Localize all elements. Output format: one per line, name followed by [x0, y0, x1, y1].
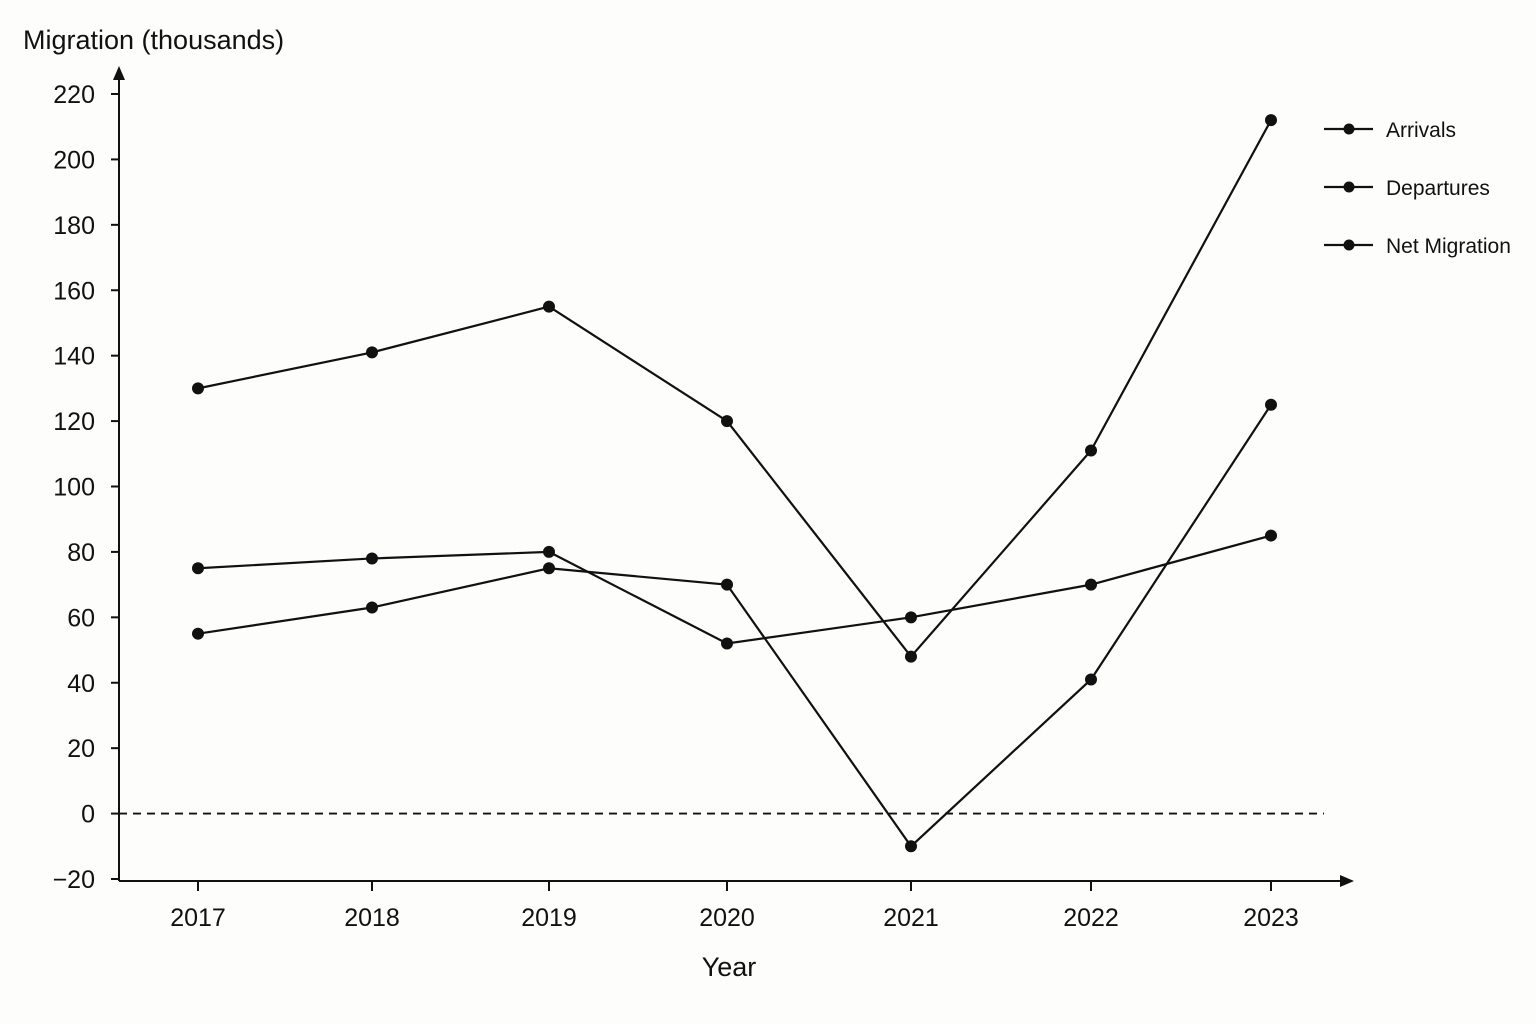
series-line-net-migration — [197, 534, 1272, 645]
series-net-migration — [192, 529, 1277, 650]
x-tick-label: 2017 — [170, 904, 226, 932]
y-ticks: −20 0 20 40 60 80 100 120 140 160 180 200 220 — [53, 81, 119, 894]
legend-marker — [1343, 123, 1355, 135]
x-tick-label: 2020 — [699, 904, 755, 932]
y-tick-label: 180 — [53, 212, 95, 240]
y-tick-label: 0 — [81, 801, 95, 829]
data-point-arrivals — [192, 382, 204, 395]
data-point-net-migration — [905, 611, 917, 624]
y-tick-label: 220 — [53, 81, 95, 109]
y-axis-title: Migration (thousands) — [23, 25, 284, 55]
legend-label: Arrivals — [1386, 119, 1456, 142]
data-point-arrivals — [366, 346, 378, 359]
legend-item: Arrivals — [1324, 119, 1456, 142]
legend-item: Net Migration — [1324, 235, 1511, 258]
data-point-departures — [721, 578, 733, 591]
y-tick-label: 60 — [67, 604, 95, 632]
data-point-departures — [543, 562, 555, 575]
data-point-arrivals — [721, 415, 733, 428]
y-tick-label: 100 — [53, 474, 95, 502]
x-tick-label: 2022 — [1063, 904, 1119, 932]
series-departures — [192, 398, 1277, 853]
y-tick-label: 80 — [67, 539, 95, 567]
data-point-arrivals — [1265, 114, 1277, 127]
legend: Arrivals Departures Net Migration — [1324, 119, 1511, 258]
data-point-departures — [1085, 673, 1097, 686]
y-tick-label: 120 — [53, 408, 95, 436]
series-line-arrivals — [197, 119, 1272, 659]
data-point-departures — [905, 840, 917, 853]
series-line-departures — [197, 404, 1272, 848]
y-tick-label: 200 — [53, 146, 95, 174]
y-tick-label: 20 — [67, 735, 95, 763]
series-arrivals — [192, 114, 1277, 663]
x-axis-title: Year — [702, 952, 757, 982]
data-point-departures — [192, 627, 204, 640]
legend-marker — [1343, 239, 1355, 251]
y-tick-label: 140 — [53, 343, 95, 371]
data-point-net-migration — [1085, 578, 1097, 591]
data-point-arrivals — [1085, 444, 1097, 457]
data-point-net-migration — [366, 552, 378, 565]
x-tick-label: 2023 — [1243, 904, 1299, 932]
legend-label: Departures — [1386, 177, 1490, 200]
y-axis-arrowhead — [113, 66, 125, 80]
y-tick-label: −20 — [53, 866, 95, 894]
data-point-net-migration — [1265, 529, 1277, 542]
data-point-departures — [1265, 398, 1277, 411]
legend-marker — [1343, 181, 1355, 193]
x-tick-label: 2018 — [344, 904, 400, 932]
data-point-departures — [366, 601, 378, 614]
legend-label: Net Migration — [1386, 235, 1511, 258]
x-ticks: 2017 2018 2019 2020 2021 2022 2023 — [170, 881, 1299, 932]
legend-item: Departures — [1324, 177, 1490, 200]
data-point-net-migration — [192, 562, 204, 575]
data-point-arrivals — [905, 650, 917, 663]
y-tick-label: 160 — [53, 277, 95, 305]
data-point-net-migration — [721, 637, 733, 650]
data-point-net-migration — [543, 545, 555, 558]
x-axis-arrowhead — [1340, 875, 1354, 887]
data-point-arrivals — [543, 300, 555, 313]
series-layer — [192, 114, 1277, 853]
x-tick-label: 2021 — [883, 904, 939, 932]
y-tick-label: 40 — [67, 670, 95, 698]
x-tick-label: 2019 — [521, 904, 577, 932]
